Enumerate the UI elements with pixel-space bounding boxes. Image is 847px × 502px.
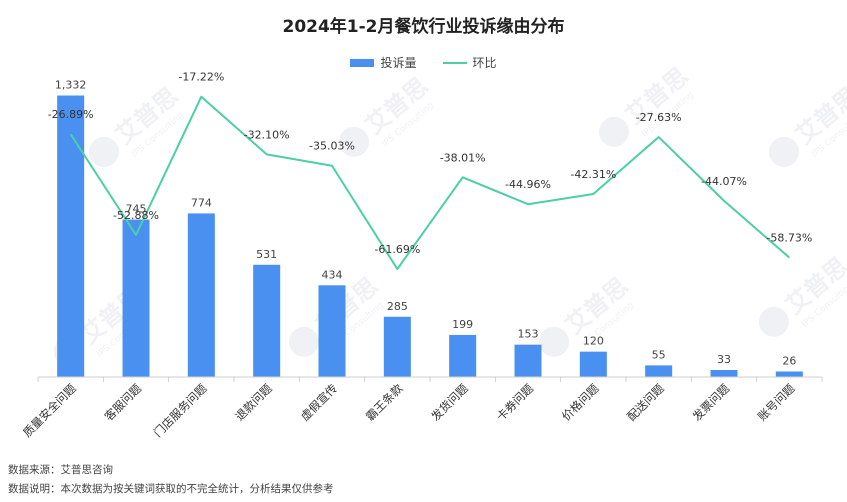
- x-tick-label: 门店服务问题: [151, 381, 210, 440]
- legend-line-label: 环比: [472, 56, 497, 70]
- x-axis: 质量安全问题 客服问题 门店服务问题 退款问题 虚假宣传 霸王条款 发货问题 卡券问题 价格问题…: [20, 376, 823, 440]
- x-tick-label: 发票问题: [690, 381, 733, 424]
- bar-value-label: 153: [518, 328, 539, 341]
- bar-value-label: 55: [652, 348, 666, 361]
- bar: [318, 285, 346, 377]
- line-value-label: -44.07%: [701, 175, 747, 188]
- chart-title: 2024年1-2月餐饮行业投诉缘由分布: [282, 17, 565, 37]
- x-tick-label: 霸王条款: [363, 381, 406, 424]
- x-tick-label: 发货问题: [428, 381, 471, 424]
- bar-value-label: 434: [322, 268, 343, 281]
- line-value-label: -27.63%: [636, 111, 682, 124]
- x-tick-label: 虚假宣传: [298, 381, 340, 423]
- bar: [514, 344, 542, 377]
- bar: [187, 213, 215, 377]
- x-tick-label: 配送问题: [624, 381, 667, 424]
- bar: [449, 334, 477, 377]
- line-value-label: -44.96%: [505, 178, 551, 191]
- x-tick-label: 质量安全问题: [20, 381, 79, 440]
- x-tick-label: 价格问题: [559, 381, 602, 424]
- x-tick-label: 客服问题: [102, 381, 145, 424]
- bar-value-label: 120: [583, 335, 604, 348]
- bar: [775, 371, 803, 377]
- line-value-label: -17.22%: [178, 71, 224, 84]
- legend-line-swatch: [442, 61, 467, 64]
- bar: [645, 365, 673, 377]
- data-explanation-note: 数据说明：本次数据为按关键词获取的不完全统计，分析结果仅供参考: [8, 483, 334, 495]
- bar: [122, 219, 150, 377]
- bar-value-label: 745: [126, 203, 147, 216]
- legend-item-line: 环比: [442, 54, 497, 71]
- legend-bar-label: 投诉量: [380, 56, 417, 70]
- bar-value-label: 1,332: [55, 79, 87, 92]
- line-value-label: -38.01%: [440, 151, 486, 164]
- x-tick-label: 卡券问题: [494, 381, 537, 424]
- legend-item-bar: 投诉量: [350, 54, 417, 71]
- bar-value-label: 285: [387, 300, 408, 313]
- data-source-note: 数据来源：艾普思咨询: [8, 464, 113, 476]
- x-tick-label: 退款问题: [232, 381, 275, 424]
- bar: [253, 264, 281, 377]
- bar-value-label: 26: [782, 355, 796, 368]
- legend-bar-swatch: [350, 58, 375, 67]
- line-value-label: -35.03%: [309, 140, 355, 153]
- line-series: -26.89% -52.88% -17.22% -32.10% -35.03% -61.6…: [48, 71, 812, 271]
- bar: [710, 370, 738, 377]
- bar-value-label: 199: [452, 318, 473, 331]
- bar-value-label: 531: [256, 248, 277, 261]
- line-value-label: -58.73%: [766, 232, 812, 245]
- bar: [57, 95, 85, 377]
- line-value-label: -32.10%: [244, 128, 290, 141]
- bar-series: 1,332 745 774 531 434 285 199 153 120 55 33 26: [55, 79, 803, 377]
- bar-value-label: 33: [717, 353, 731, 366]
- line-value-label: -61.69%: [374, 243, 420, 256]
- bar: [383, 316, 411, 377]
- bar: [579, 351, 607, 377]
- x-tick-label: 账号问题: [755, 381, 798, 424]
- line-value-label: -42.31%: [570, 168, 616, 181]
- bar-value-label: 774: [191, 196, 212, 209]
- line-value-label: -26.89%: [48, 108, 94, 121]
- chart-legend: 投诉量 环比: [0, 54, 847, 71]
- line-path: [69, 95, 790, 271]
- line-value-label: -52.88%: [113, 209, 159, 222]
